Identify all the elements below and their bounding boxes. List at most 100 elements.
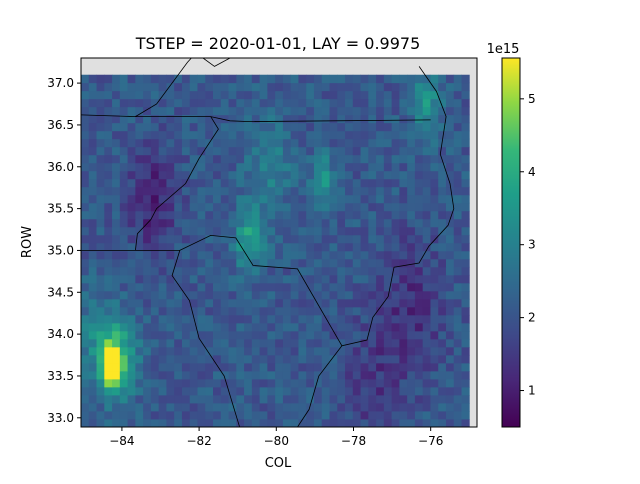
heatmap-cell [189,114,198,124]
heatmap-cell [430,122,439,132]
heatmap-cell [259,266,268,276]
heatmap-cell [414,202,424,212]
heatmap-cell [383,178,393,188]
heatmap-cell [430,338,439,348]
heatmap-cell [88,202,97,212]
heatmap-cell [143,362,152,372]
heatmap-cell [174,154,183,164]
heatmap-cell [275,290,284,300]
heatmap-cell [329,410,338,420]
heatmap-cell [135,362,144,372]
heatmap-cell [313,258,323,268]
heatmap-cell [461,98,470,108]
heatmap-cell [220,98,229,108]
heatmap-cell [88,98,97,108]
heatmap-cell [174,82,183,92]
heatmap-cell [251,402,261,412]
heatmap-cell [414,410,424,420]
heatmap-cell [174,114,183,124]
heatmap-cell [197,266,206,276]
heatmap-cell [143,322,152,332]
boundary-line [171,250,240,427]
heatmap-cell [391,210,400,220]
heatmap-cell [150,250,160,260]
heatmap-cell [298,346,307,356]
heatmap-cell [329,122,338,132]
heatmap-cell [275,170,284,180]
heatmap-cell [306,298,315,308]
heatmap-cell [422,346,431,356]
heatmap-cell [445,242,455,252]
heatmap-cell [275,226,284,236]
heatmap-cell [453,370,462,380]
heatmap-cell [158,402,167,412]
heatmap-cell [158,410,167,420]
heatmap-cell [189,402,198,412]
heatmap-cell [306,386,315,396]
heatmap-cell [104,186,113,196]
heatmap-cell [166,186,175,196]
heatmap-cell [251,330,261,340]
heatmap-cell [383,258,393,268]
heatmap-cell [407,306,416,316]
heatmap-cell [244,130,253,140]
heatmap-cell [174,106,183,116]
heatmap-cell [236,186,245,196]
heatmap-cell [345,98,354,108]
heatmap-cell [391,266,400,276]
heatmap-cell [181,210,191,220]
heatmap-cell [174,178,183,188]
heatmap-cell [360,258,369,268]
heatmap-cell [244,314,253,324]
heatmap-cell [345,202,354,212]
heatmap-cell [220,330,229,340]
heatmap-cell [150,154,160,164]
heatmap-cell [275,394,284,404]
heatmap-cell [321,330,330,340]
heatmap-cell [213,362,222,372]
heatmap-cell [306,322,315,332]
heatmap-cell [321,82,330,92]
heatmap-cell [445,130,455,140]
heatmap-cell [251,418,261,428]
heatmap-cell [88,194,97,204]
heatmap-cell [407,218,416,228]
heatmap-cell [399,242,408,252]
heatmap-cell [414,250,424,260]
heatmap-cell [438,322,447,332]
heatmap-cell [360,250,369,260]
heatmap-cell [329,90,338,100]
heatmap-cell [368,394,377,404]
heatmap-cell [251,298,261,308]
heatmap-cell [298,314,307,324]
heatmap-cell [275,378,284,388]
heatmap-cell [345,282,354,292]
heatmap-cell [197,306,206,316]
heatmap-cell [112,362,121,372]
heatmap-cell [306,90,315,100]
heatmap-cell [360,154,369,164]
heatmap-cell [205,266,214,276]
heatmap-cell [213,194,222,204]
heatmap-cell [174,98,183,108]
heatmap-cell [298,122,307,132]
heatmap-cell [453,338,462,348]
heatmap-cell [298,146,307,156]
heatmap-cell [143,282,152,292]
heatmap-cell [399,346,408,356]
heatmap-cell [213,386,222,396]
heatmap-cell [127,338,136,348]
heatmap-cell [96,346,105,356]
heatmap-cell [158,162,167,172]
heatmap-cell [213,418,222,428]
heatmap-cell [445,258,455,268]
heatmap-cell [174,322,183,332]
heatmap-cell [166,98,175,108]
heatmap-cell [259,394,268,404]
heatmap-cell [422,234,431,244]
heatmap-cell [267,194,276,204]
heatmap-cell [368,306,377,316]
heatmap-cell [376,322,385,332]
